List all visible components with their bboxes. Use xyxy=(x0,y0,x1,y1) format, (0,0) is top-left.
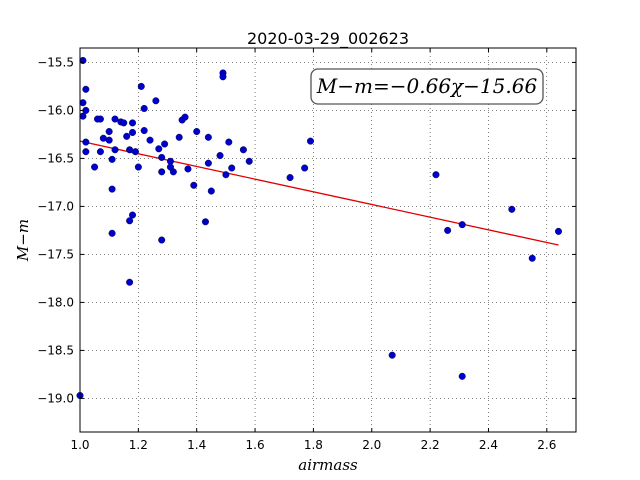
data-point xyxy=(225,138,233,146)
y-axis-label: M−m xyxy=(14,219,32,262)
data-point xyxy=(120,119,128,127)
data-point xyxy=(444,226,452,234)
y-tick-label: −16.0 xyxy=(37,103,74,117)
data-point xyxy=(129,128,137,136)
y-tick-label: −18.5 xyxy=(37,343,74,357)
data-point xyxy=(245,157,253,165)
data-point xyxy=(111,115,119,123)
data-point xyxy=(152,97,160,105)
grid xyxy=(79,48,576,432)
data-point xyxy=(190,181,198,189)
x-tick-label: 2.0 xyxy=(362,438,381,452)
data-point xyxy=(528,254,536,262)
y-tick-label: −17.5 xyxy=(37,247,74,261)
data-point xyxy=(306,137,314,145)
data-point xyxy=(204,159,212,167)
y-tick-label: −15.5 xyxy=(37,55,74,69)
data-point xyxy=(140,127,148,135)
data-point xyxy=(286,174,294,182)
data-point xyxy=(96,115,104,123)
x-tick-label: 2.4 xyxy=(479,438,498,452)
x-tick-label: 2.6 xyxy=(537,438,556,452)
data-point xyxy=(432,171,440,179)
data-point xyxy=(91,163,99,171)
data-point xyxy=(99,134,107,142)
data-point xyxy=(184,165,192,173)
data-point xyxy=(137,82,145,90)
data-point xyxy=(108,155,116,163)
data-point xyxy=(219,73,227,81)
data-point xyxy=(146,136,154,144)
data-point xyxy=(216,152,224,160)
data-point xyxy=(96,148,104,156)
data-point xyxy=(111,146,119,154)
data-point xyxy=(123,132,131,140)
data-point xyxy=(82,148,90,156)
x-tick-label: 1.6 xyxy=(246,438,265,452)
data-point xyxy=(169,168,177,176)
data-point xyxy=(158,153,166,161)
points-group xyxy=(76,56,562,400)
data-point xyxy=(129,211,137,219)
data-point xyxy=(458,372,466,380)
data-point xyxy=(129,119,137,127)
data-point xyxy=(201,218,209,226)
equation-box: M−m=−0.66χ−15.66 xyxy=(310,68,544,105)
data-point xyxy=(207,187,215,195)
data-point xyxy=(82,138,90,146)
data-point xyxy=(79,99,87,107)
x-tick-label: 1.2 xyxy=(129,438,148,452)
data-point xyxy=(458,221,466,229)
data-point xyxy=(554,227,562,235)
y-tick-label: −19.0 xyxy=(37,391,74,405)
chart-title: 2020-03-29_002623 xyxy=(247,29,409,49)
data-point xyxy=(140,104,148,112)
data-point xyxy=(105,136,113,144)
data-point xyxy=(388,351,396,359)
data-point xyxy=(126,278,134,286)
data-point xyxy=(508,205,516,213)
data-point xyxy=(79,112,87,120)
data-point xyxy=(134,163,142,171)
data-point xyxy=(158,168,166,176)
data-point xyxy=(82,85,90,93)
x-tick-label: 1.8 xyxy=(304,438,323,452)
data-point xyxy=(301,164,309,172)
x-tick-label: 1.4 xyxy=(187,438,206,452)
data-point xyxy=(228,164,236,172)
data-point xyxy=(158,236,166,244)
data-point xyxy=(105,128,113,136)
data-point xyxy=(131,148,139,156)
x-axis-label: airmass xyxy=(298,456,358,474)
data-point xyxy=(239,146,247,154)
data-point xyxy=(181,113,189,121)
data-point xyxy=(155,145,163,153)
ticks-group: 1.0 1.2 1.4 1.6 1.8 2.0 2.2 2.4 2.6 −15.5 −16.0 −16… xyxy=(37,48,576,452)
data-point xyxy=(161,140,169,148)
data-point xyxy=(222,171,230,179)
plot-frame xyxy=(79,47,577,433)
data-point xyxy=(108,229,116,237)
data-point xyxy=(126,146,134,154)
x-tick-label: 2.2 xyxy=(421,438,440,452)
x-tick-label: 1.0 xyxy=(70,438,89,452)
y-tick-label: −16.5 xyxy=(37,151,74,165)
data-point xyxy=(204,133,212,141)
data-point xyxy=(126,217,134,225)
y-tick-label: −18.0 xyxy=(37,295,74,309)
y-tick-label: −17.0 xyxy=(37,199,74,213)
data-point xyxy=(193,128,201,136)
data-point xyxy=(175,133,183,141)
data-point xyxy=(108,185,116,193)
equation-text: M−m=−0.66χ−15.66 xyxy=(316,74,538,98)
